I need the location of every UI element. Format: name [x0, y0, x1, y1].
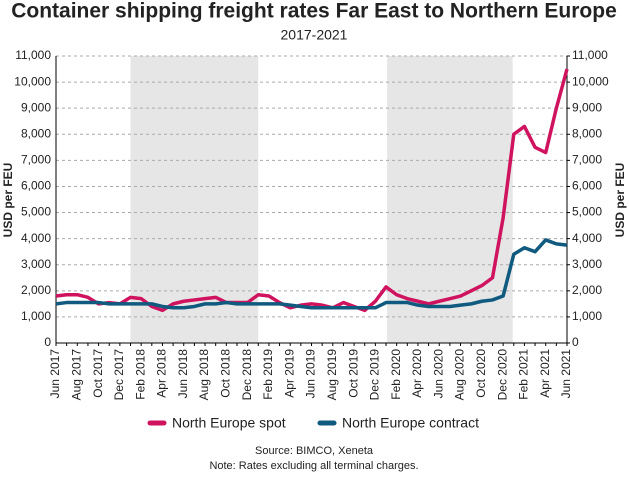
- y2-tick-label: 0: [572, 335, 579, 349]
- legend-label: North Europe contract: [342, 415, 479, 431]
- x-tick-label: Aug 2019: [325, 349, 339, 401]
- x-tick-label: Oct 2018: [219, 349, 233, 398]
- x-tick-label: Jun 2019: [304, 349, 318, 399]
- x-tick-label: Oct 2017: [91, 349, 105, 398]
- x-tick-label: Feb 2021: [517, 349, 531, 400]
- y2-tick-label: 3,000: [572, 257, 602, 271]
- x-tick-label: Apr 2019: [282, 349, 296, 398]
- y2-tick-label: 7,000: [572, 153, 602, 167]
- y-tick-label: 2,000: [21, 283, 51, 297]
- x-tick-label: Dec 2019: [368, 349, 382, 401]
- series-line: [55, 238, 568, 310]
- legend-label: North Europe spot: [172, 415, 286, 431]
- chart-title: Container shipping freight rates Far Eas…: [11, 0, 617, 23]
- y2-tick-label: 6,000: [572, 179, 602, 193]
- x-tick-label: Apr 2020: [410, 349, 424, 398]
- y-tick-label: 9,000: [21, 100, 51, 114]
- x-tick-label: Apr 2021: [538, 349, 552, 398]
- y2-tick-label: 10,000: [572, 74, 609, 88]
- x-tick-label: Oct 2020: [474, 349, 488, 398]
- x-tick-label: Aug 2017: [69, 349, 83, 401]
- x-tick-label: Jun 2021: [559, 349, 573, 399]
- source: Source: BIMCO, Xeneta: [255, 445, 374, 457]
- x-tick-label: Apr 2018: [155, 349, 169, 398]
- y-axis-label: USD per FEU: [1, 163, 15, 238]
- x-tick-label: Feb 2018: [133, 349, 147, 400]
- x-tick-label: Jun 2020: [431, 349, 445, 399]
- y-tick-label: 10,000: [14, 74, 51, 88]
- y-tick-label: 6,000: [21, 179, 51, 193]
- y-tick-label: 4,000: [21, 231, 51, 245]
- y2-axis-label: USD per FEU: [613, 163, 627, 238]
- y-tick-label: 11,000: [15, 48, 51, 62]
- shaded-band: [387, 56, 513, 343]
- y-tick-label: 0: [44, 335, 51, 349]
- y2-tick-label: 11,000: [572, 48, 608, 62]
- y2-tick-label: 1,000: [572, 309, 602, 323]
- x-tick-label: Aug 2020: [453, 349, 467, 401]
- x-tick-label: Dec 2020: [495, 349, 509, 401]
- y-tick-label: 7,000: [21, 153, 51, 167]
- x-tick-label: Dec 2017: [112, 349, 126, 401]
- y-tick-label: 5,000: [21, 205, 51, 219]
- y2-tick-label: 8,000: [572, 126, 602, 140]
- y2-tick-label: 5,000: [572, 205, 602, 219]
- y2-tick-label: 9,000: [572, 100, 602, 114]
- x-tick-label: Jun 2017: [48, 349, 62, 399]
- x-tick-label: Feb 2020: [389, 349, 403, 400]
- series-line: [55, 68, 569, 313]
- y-tick-label: 8,000: [21, 126, 51, 140]
- x-tick-label: Jun 2018: [176, 349, 190, 399]
- y-tick-label: 1,000: [21, 309, 51, 323]
- x-tick-label: Dec 2018: [240, 349, 254, 401]
- x-tick-label: Feb 2019: [261, 349, 275, 400]
- y-tick-label: 3,000: [21, 257, 51, 271]
- y2-tick-label: 2,000: [572, 283, 602, 297]
- shaded-band: [130, 56, 259, 343]
- y2-tick-label: 4,000: [572, 231, 602, 245]
- note: Note: Rates excluding all terminal charg…: [209, 460, 418, 472]
- x-tick-label: Oct 2019: [346, 349, 360, 398]
- x-tick-label: Aug 2018: [197, 349, 211, 401]
- chart-subtitle: 2017-2021: [281, 27, 348, 43]
